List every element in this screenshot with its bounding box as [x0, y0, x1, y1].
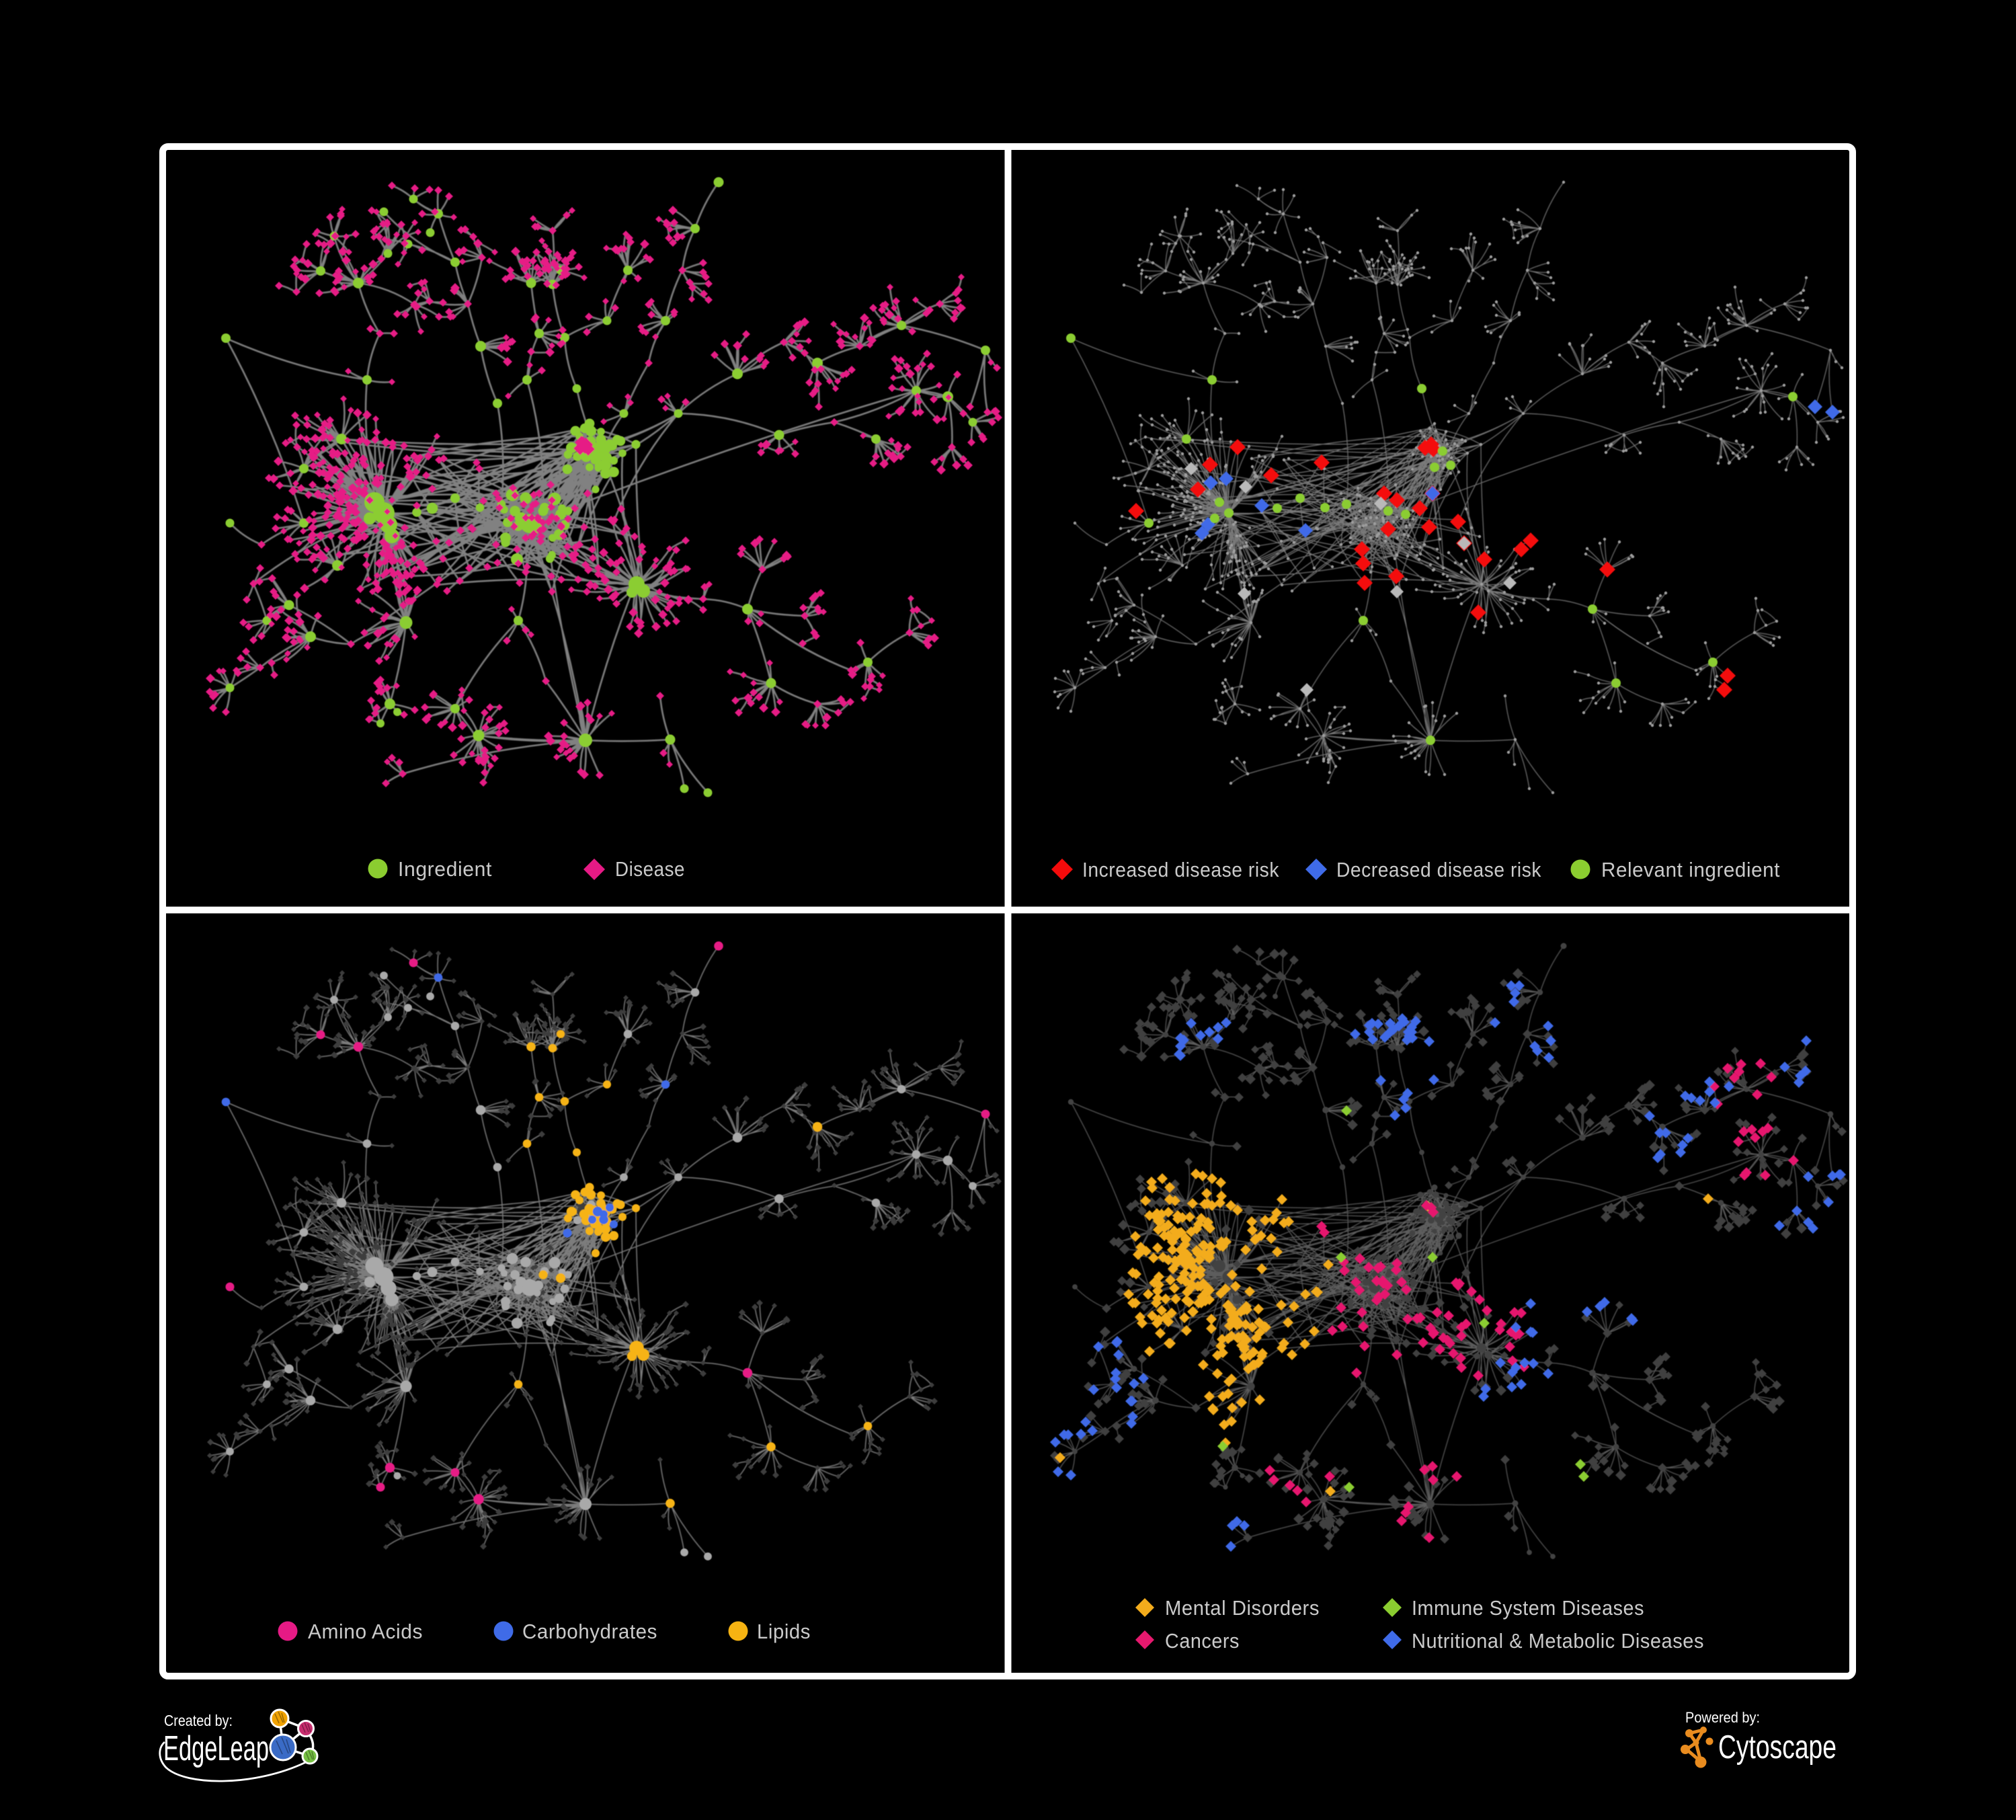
svg-text:Disease: Disease	[615, 857, 685, 881]
svg-text:Created by:: Created by:	[164, 1712, 233, 1729]
svg-text:Decreased disease risk: Decreased disease risk	[1336, 858, 1541, 881]
svg-text:Cancers: Cancers	[1165, 1629, 1240, 1653]
svg-text:Cytoscape: Cytoscape	[1718, 1729, 1837, 1766]
svg-text:Relevant ingredient: Relevant ingredient	[1601, 858, 1780, 881]
svg-text:Amino Acids: Amino Acids	[308, 1620, 423, 1643]
svg-text:EdgeLeap: EdgeLeap	[163, 1729, 269, 1768]
svg-text:Mental Disorders: Mental Disorders	[1165, 1596, 1320, 1620]
svg-text:Nutritional & Metabolic Diseas: Nutritional & Metabolic Diseases	[1412, 1629, 1704, 1653]
svg-text:Carbohydrates: Carbohydrates	[522, 1620, 657, 1643]
svg-text:Ingredient: Ingredient	[398, 857, 492, 881]
svg-text:Powered by:: Powered by:	[1685, 1709, 1760, 1726]
svg-text:Lipids: Lipids	[757, 1620, 811, 1643]
svg-text:Immune System Diseases: Immune System Diseases	[1412, 1596, 1644, 1620]
svg-text:Increased disease risk: Increased disease risk	[1082, 858, 1279, 881]
